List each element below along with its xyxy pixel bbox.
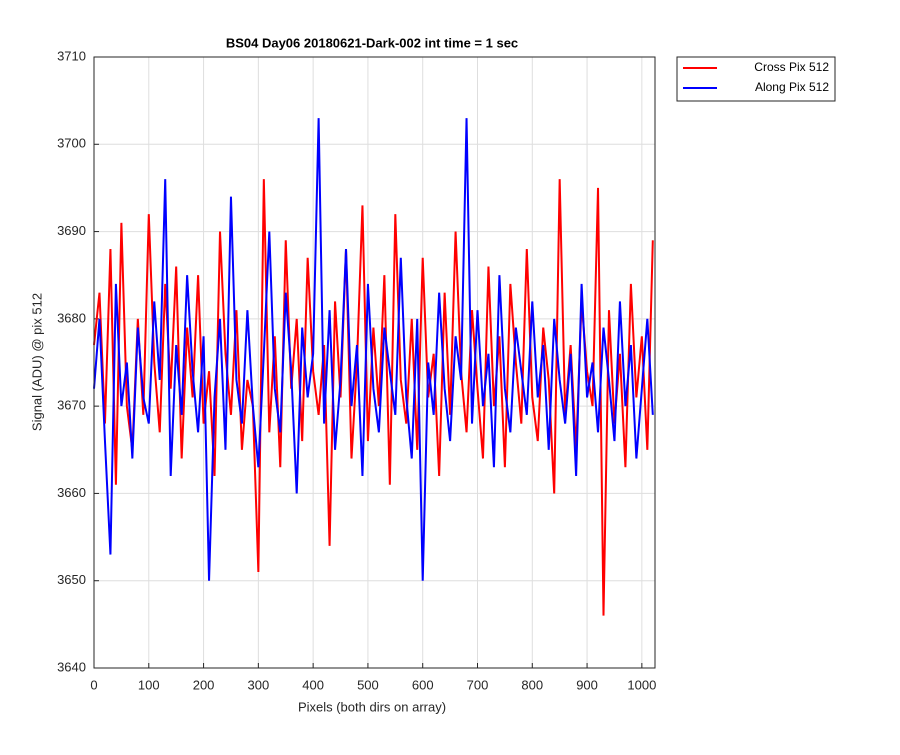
x-tick-label: 600	[412, 677, 434, 692]
data-line	[93, 118, 654, 581]
legend-label: Cross Pix 512	[754, 60, 829, 74]
y-tick-label: 3690	[57, 223, 86, 238]
y-tick-label: 3640	[57, 659, 86, 674]
x-tick-label: 700	[467, 677, 489, 692]
x-tick-label: 100	[138, 677, 160, 692]
x-tick-label: 300	[248, 677, 270, 692]
x-axis-label: Pixels (both dirs on array)	[298, 699, 446, 714]
x-tick-label: 900	[576, 677, 598, 692]
x-tick-label: 1000	[627, 677, 656, 692]
x-tick-label: 0	[90, 677, 97, 692]
data-line	[93, 179, 654, 616]
legend-box	[676, 56, 836, 102]
y-tick-label: 3650	[57, 572, 86, 587]
x-tick-label: 200	[193, 677, 215, 692]
y-tick-label: 3680	[57, 310, 86, 325]
axes-box	[93, 56, 656, 669]
chart-title: BS04 Day06 20180621-Dark-002 int time = …	[226, 35, 518, 50]
x-tick-label: 500	[357, 677, 379, 692]
y-tick-label: 3710	[57, 48, 86, 63]
y-tick-label: 3670	[57, 398, 86, 413]
y-tick-label: 3700	[57, 136, 86, 151]
x-tick-label: 800	[521, 677, 543, 692]
y-axis-label: Signal (ADU) @ pix 512	[29, 293, 44, 431]
plot-area	[94, 57, 655, 668]
y-tick-label: 3660	[57, 485, 86, 500]
legend-label: Along Pix 512	[755, 80, 829, 94]
x-tick-label: 400	[302, 677, 324, 692]
